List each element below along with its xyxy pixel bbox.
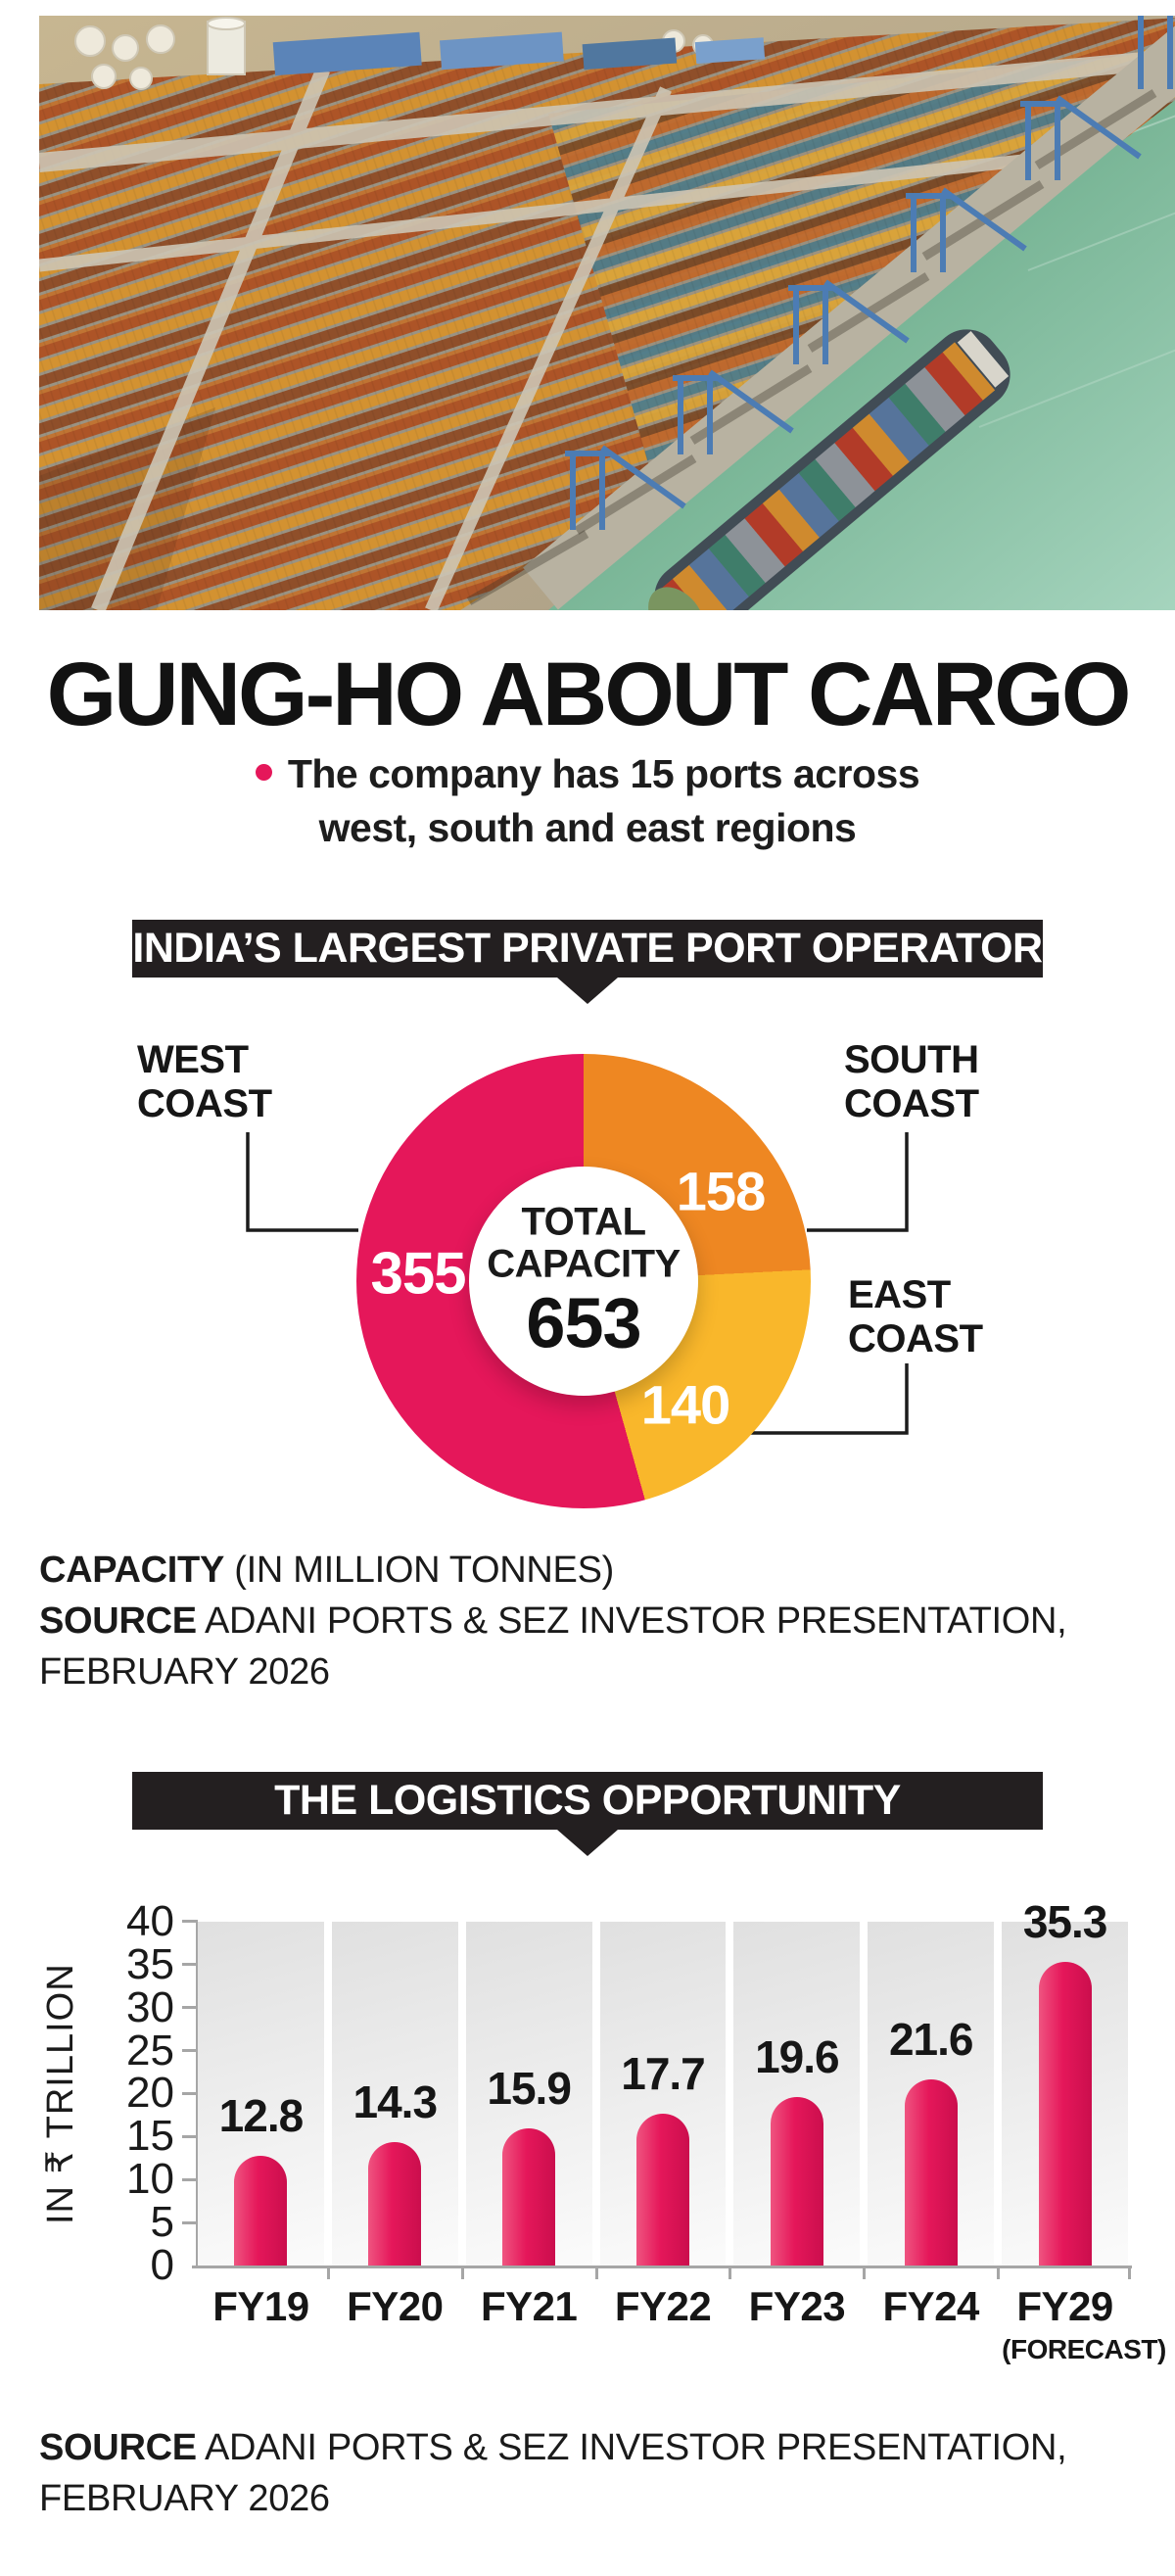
segment-value-west: 355 — [370, 1240, 466, 1307]
leader-lines — [246, 1131, 909, 1435]
bar-bg-column: 17.7 FY22 — [599, 1921, 727, 2329]
bar-bg-column: 35.3 FY29 (FORECAST) — [1002, 1896, 1166, 2364]
y-tick-mark — [182, 2091, 196, 2095]
bar — [502, 2128, 556, 2266]
quay-apron — [523, 25, 1175, 610]
y-tick-label: 10 — [126, 2155, 174, 2204]
bar-value-label: 12.8 — [218, 2089, 305, 2141]
bar-bg-column: 21.6 FY24 — [868, 1921, 995, 2329]
total-capacity-value: 653 — [526, 1284, 641, 1363]
source-line-2: FEBRUARY 2026 — [39, 1650, 330, 1693]
y-axis-line — [196, 1919, 198, 2268]
bar — [234, 2155, 288, 2266]
y-tick-label: 25 — [126, 2026, 174, 2075]
y-tick-mark — [182, 2049, 196, 2052]
warehouses — [272, 31, 766, 76]
bar — [368, 2142, 422, 2266]
y-tick-mark — [182, 1920, 196, 1924]
y-tick-label: 35 — [126, 1939, 174, 1988]
container-ship — [648, 329, 1010, 610]
bar-value-label: 35.3 — [1022, 1896, 1108, 1948]
source-line-2: FEBRUARY 2026 — [39, 2477, 330, 2519]
banner-pointer — [557, 1829, 618, 1856]
bar — [636, 2113, 689, 2266]
logistics-bar-chart: IN ₹ TRILLION 12.8 FY19 14.3 FY20 15.9 FY21 17… — [0, 1896, 1175, 2381]
label-south-coast: SOUTH COAST — [844, 1037, 979, 1125]
donut-ring: TOTAL CAPACITY 653 — [356, 1053, 811, 1508]
bar-value-label: 21.6 — [888, 2014, 974, 2066]
segment-value-south: 158 — [676, 1160, 766, 1222]
bar-category-label: FY20 — [347, 2282, 444, 2329]
bar-bg-column: 15.9 FY21 — [465, 1921, 592, 2329]
y-tick-label: 5 — [150, 2198, 174, 2246]
bar-category-label: FY23 — [748, 2282, 846, 2329]
tank-farm — [74, 17, 714, 90]
bar-value-label: 17.7 — [621, 2047, 706, 2099]
bar — [1038, 1962, 1092, 2266]
source-word: SOURCE — [39, 2426, 197, 2468]
y-tick-label: 20 — [126, 2069, 174, 2118]
x-axis-tick — [460, 2265, 464, 2279]
y-tick-label: 0 — [150, 2240, 174, 2289]
total-label-line2: CAPACITY — [487, 1242, 681, 1286]
capacity-donut-chart: WEST COAST SOUTH COAST EAST COAST TOTAL … — [0, 1005, 1175, 1539]
bar — [770, 2096, 823, 2266]
bullet-line-2: west, south and east regions — [318, 804, 857, 850]
bar-value-label: 14.3 — [352, 2076, 439, 2128]
bar-category-label: FY22 — [614, 2282, 712, 2329]
x-axis-tick — [862, 2265, 866, 2279]
intro-bullet: The company has 15 ports across west, so… — [0, 747, 1175, 855]
x-axis-line — [192, 2265, 1132, 2268]
port-aerial-art — [39, 16, 1175, 610]
page-title: GUNG-HO ABOUT CARGO — [46, 644, 1132, 744]
capacity-word: CAPACITY — [39, 1549, 225, 1591]
y-tick-label: 15 — [126, 2112, 174, 2161]
capacity-unit-line: CAPACITY (IN MILLION TONNES) — [39, 1549, 615, 1591]
bullet-line-1: The company has 15 ports across — [0, 747, 1175, 801]
bullet-dot-icon — [255, 764, 272, 782]
yard-roads — [39, 50, 1166, 610]
bar-bg-column: 19.6 FY23 — [733, 1921, 861, 2329]
gantry-cranes — [565, 16, 1175, 530]
source-word: SOURCE — [39, 1599, 197, 1642]
x-axis-tick — [594, 2265, 598, 2279]
x-axis-tick — [996, 2265, 1000, 2279]
x-axis-tick — [326, 2265, 330, 2279]
y-tick-label: 40 — [126, 1896, 174, 1945]
y-tick-mark — [182, 2220, 196, 2224]
bar-bg-column: 14.3 FY20 — [331, 1921, 458, 2329]
bar-category-sublabel: (FORECAST) — [1002, 2333, 1166, 2364]
x-axis-tick — [1128, 2265, 1131, 2279]
source-line-1: SOURCE ADANI PORTS & SEZ INVESTOR PRESEN… — [39, 1599, 1067, 1642]
bar-category-label: FY19 — [212, 2282, 309, 2329]
port-aerial-photo — [39, 16, 1175, 610]
segment-value-east: 140 — [640, 1373, 730, 1436]
x-axis-tick — [728, 2265, 731, 2279]
label-west-coast: WEST COAST — [137, 1037, 272, 1125]
logistics-source-note: SOURCE ADANI PORTS & SEZ INVESTOR PRESEN… — [39, 2422, 1175, 2524]
section-banner-ports: INDIA’S LARGEST PRIVATE PORT OPERATOR — [132, 919, 1043, 1004]
donut-center-text: TOTAL CAPACITY 653 — [471, 1201, 696, 1360]
label-east-coast: EAST COAST — [848, 1272, 983, 1360]
banner-pointer — [557, 977, 618, 1004]
section-banner-logistics: THE LOGISTICS OPPORTUNITY — [132, 1771, 1043, 1856]
y-tick-mark — [182, 2134, 196, 2138]
donut-hole — [469, 1166, 698, 1396]
source-line-1: SOURCE ADANI PORTS & SEZ INVESTOR PRESEN… — [39, 2426, 1067, 2468]
bar-value-label: 19.6 — [755, 2030, 840, 2082]
total-label-line1: TOTAL — [521, 1200, 646, 1244]
y-tick-mark — [182, 1963, 196, 1967]
capacity-source-note: CAPACITY (IN MILLION TONNES) SOURCE ADAN… — [39, 1545, 1175, 1697]
bar-bg-column: 12.8 FY19 — [198, 1921, 324, 2329]
infographic-page: { "headline": { "title": "GUNG-HO ABOUT … — [0, 16, 1175, 2576]
y-tick-label: 30 — [126, 1982, 174, 2031]
y-tick-mark — [182, 2177, 196, 2181]
bar-category-label: FY29 (FORECAST) — [1002, 2282, 1166, 2364]
bar-category-label: FY21 — [480, 2282, 578, 2329]
bar-category-label: FY24 — [882, 2282, 980, 2329]
bar — [904, 2079, 958, 2266]
y-tick-mark — [182, 2006, 196, 2010]
bar-columns: 12.8 FY19 14.3 FY20 15.9 FY21 17.7 FY22 19.6 FY23… — [198, 1896, 1166, 2364]
bar-value-label: 15.9 — [487, 2063, 572, 2115]
